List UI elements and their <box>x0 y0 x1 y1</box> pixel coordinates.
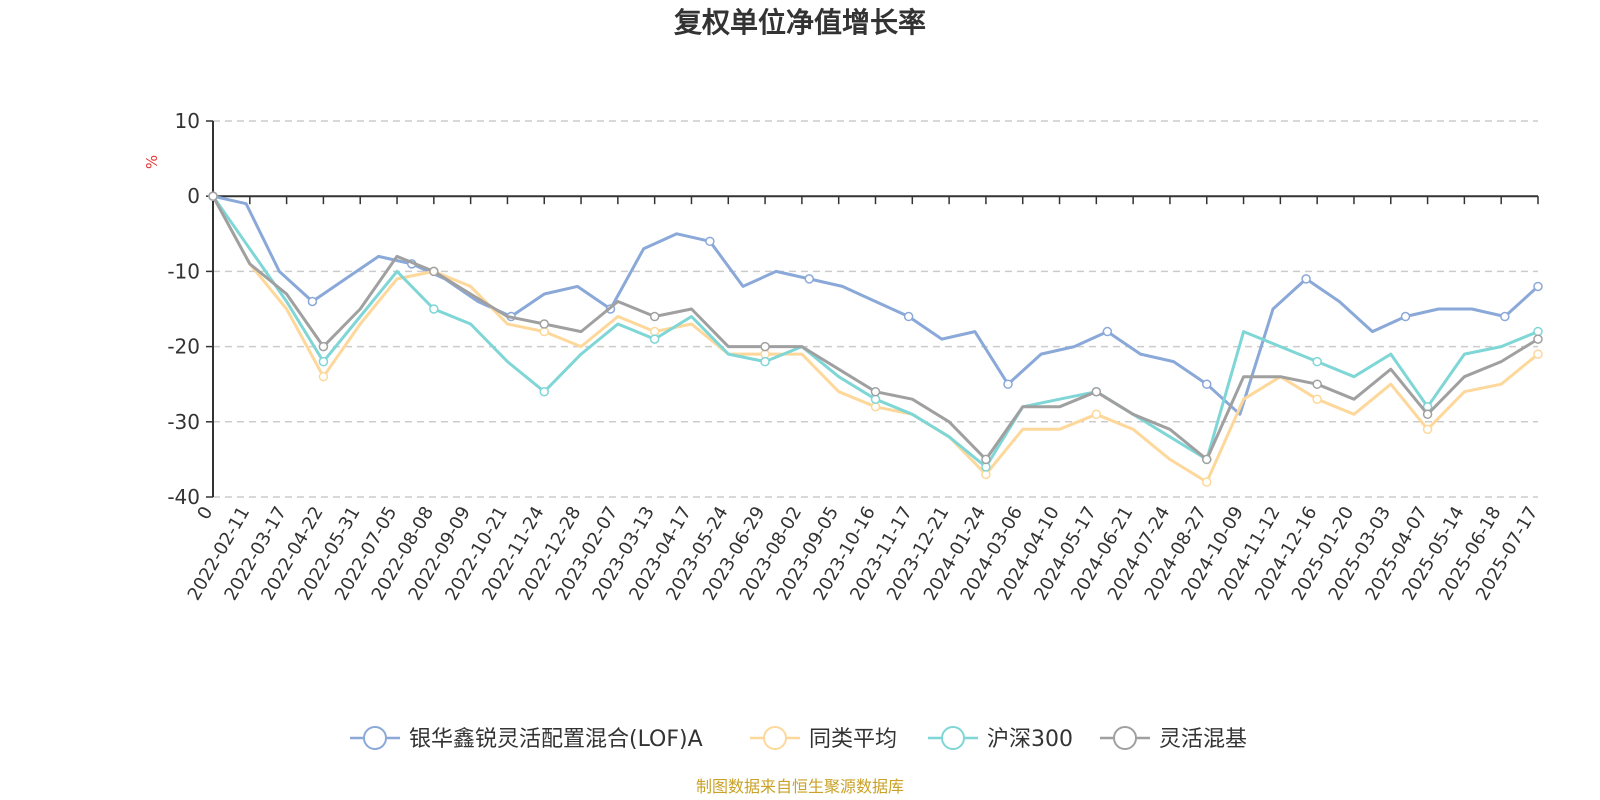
y-tick-label: 10 <box>175 109 200 133</box>
legend-marker <box>363 726 387 750</box>
series-point-3 <box>208 191 218 201</box>
series-point-2 <box>318 356 329 367</box>
legend-label: 同类平均 <box>809 727 897 752</box>
series-lines <box>208 191 1543 487</box>
legend-item-0[interactable]: 银华鑫锐灵活配置混合(LOF)A <box>350 726 703 752</box>
series-point-0 <box>1202 379 1212 389</box>
series-point-1 <box>318 371 329 382</box>
series-point-3 <box>1533 334 1543 344</box>
axes: 100-10-20-30-4002022-02-112022-03-172022… <box>167 109 1542 604</box>
legend-label: 沪深300 <box>987 727 1073 752</box>
series-point-3 <box>539 319 549 329</box>
series-point-0 <box>804 274 814 284</box>
series-point-3 <box>760 341 770 352</box>
y-tick-label: 0 <box>187 184 200 208</box>
series-point-1 <box>1312 394 1322 404</box>
series-point-3 <box>1202 454 1212 465</box>
legend-marker <box>941 726 965 750</box>
series-point-3 <box>1312 379 1322 389</box>
series-point-0 <box>705 236 715 247</box>
legend-label: 银华鑫锐灵活配置混合(LOF)A <box>409 727 703 752</box>
series-point-2 <box>649 334 660 344</box>
series-point-2 <box>539 386 549 397</box>
gridlines <box>213 120 1538 498</box>
series-point-1 <box>1533 349 1543 359</box>
series-point-0 <box>1003 379 1013 389</box>
series-point-1 <box>1202 477 1212 487</box>
series-point-2 <box>1312 356 1322 367</box>
series-line-3 <box>211 195 1539 461</box>
series-point-2 <box>429 304 439 314</box>
source-note: 制图数据来自恒生聚源数据库 <box>696 777 904 796</box>
chart-title: 复权单位净值增长率 <box>674 6 926 39</box>
series-point-0 <box>307 296 318 307</box>
legend[interactable]: 银华鑫锐灵活配置混合(LOF)A 同类平均 沪深300 灵活混基 <box>350 726 1247 752</box>
y-tick-label: -40 <box>167 485 200 509</box>
series-line-2 <box>211 195 1539 469</box>
series-point-1 <box>1422 424 1433 435</box>
series-point-0 <box>1301 274 1311 284</box>
y-tick-label: -10 <box>167 259 200 283</box>
series-point-3 <box>318 341 329 352</box>
series-line-0 <box>212 194 1540 416</box>
legend-marker <box>1113 726 1137 750</box>
series-point-0 <box>1102 326 1113 337</box>
y-tick-label: -20 <box>167 335 200 359</box>
y-axis-unit: % <box>143 155 161 169</box>
y-tick-label: -30 <box>167 410 200 434</box>
series-point-3 <box>870 386 881 397</box>
series-point-0 <box>1500 311 1510 322</box>
legend-marker <box>763 726 787 750</box>
series-point-0 <box>903 311 914 322</box>
series-point-3 <box>1091 386 1102 397</box>
series-line-1 <box>211 195 1539 484</box>
legend-label: 灵活混基 <box>1159 727 1247 752</box>
legend-item-2[interactable]: 沪深300 <box>928 726 1073 752</box>
series-point-3 <box>649 311 660 322</box>
legend-item-1[interactable]: 同类平均 <box>750 726 897 752</box>
legend-item-3[interactable]: 灵活混基 <box>1100 726 1247 752</box>
series-point-0 <box>1533 281 1543 292</box>
series-point-2 <box>760 356 770 367</box>
series-point-3 <box>1422 409 1433 420</box>
series-point-3 <box>981 454 991 465</box>
series-point-0 <box>1400 311 1411 322</box>
x-tick-label: 0 <box>193 503 217 523</box>
series-point-1 <box>1091 409 1102 420</box>
series-point-3 <box>429 266 439 277</box>
